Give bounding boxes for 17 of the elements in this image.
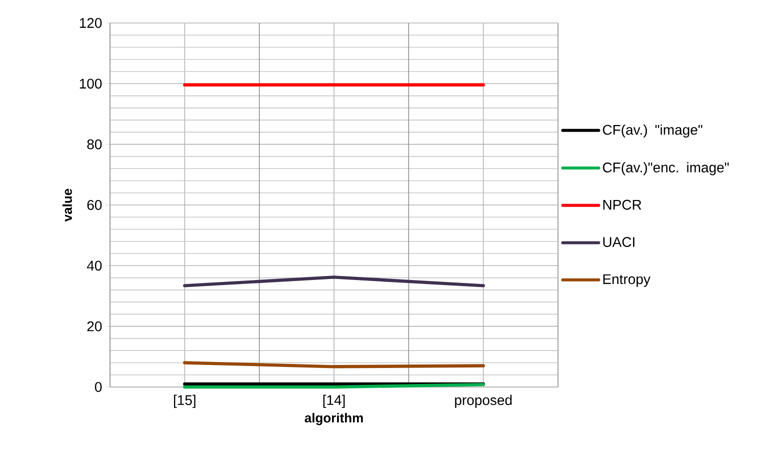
legend-label: CF(av.)"enc. image"	[602, 162, 729, 176]
y-tick-label: 0	[94, 382, 102, 392]
legend-label: UACI	[603, 237, 634, 247]
y-tick-label: 60	[87, 200, 102, 210]
y-tick-label: 20	[87, 321, 102, 332]
x-tick-label: [15]	[174, 394, 196, 408]
x-axis-title: algorithm	[304, 412, 363, 426]
legend-label: NPCR	[603, 200, 642, 210]
legend-label: CF(av.) "image"	[602, 124, 702, 138]
x-tick-label: [14]	[323, 394, 345, 408]
y-tick-label: 120	[80, 18, 102, 28]
y-tick-label: 100	[80, 78, 102, 89]
y-tick-label: 40	[86, 260, 102, 271]
y-axis-title: value	[62, 188, 72, 222]
legend-label: Entropy	[603, 274, 650, 287]
x-tick-label: proposed	[455, 394, 512, 408]
y-tick-label: 80	[87, 139, 102, 150]
